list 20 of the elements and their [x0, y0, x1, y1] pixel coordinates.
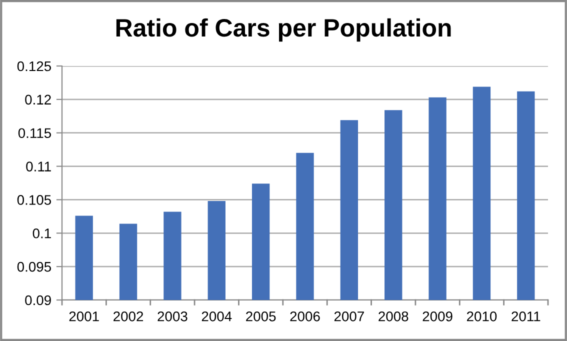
x-tick-label: 2003 — [158, 311, 188, 322]
x-tick-label: 2001 — [69, 311, 99, 322]
x-tick-label: 2008 — [378, 311, 408, 322]
x-tick-label: 2009 — [422, 311, 452, 322]
x-tick-label: 2004 — [202, 311, 232, 322]
x-tick-label: 2006 — [290, 311, 320, 322]
y-tick-label: 0.115 — [18, 128, 52, 138]
chart-title: Ratio of Cars per Population — [116, 18, 451, 42]
x-tick-label: 2011 — [512, 311, 540, 322]
x-tick-label: 2010 — [466, 311, 497, 322]
y-tick-label: 0.09 — [25, 295, 51, 306]
x-tick-label: 2007 — [334, 311, 364, 322]
y-tick-label: 0.125 — [17, 61, 52, 72]
y-tick-label: 0.095 — [17, 262, 52, 272]
y-tick-label: 0.12 — [25, 94, 51, 105]
y-tick-label: 0.11 — [26, 162, 51, 172]
x-tick-label: 2005 — [246, 311, 276, 322]
y-tick-label: 0.105 — [17, 195, 52, 205]
y-tick-label: 0.1 — [32, 228, 51, 238]
x-tick-label: 2002 — [114, 311, 144, 322]
